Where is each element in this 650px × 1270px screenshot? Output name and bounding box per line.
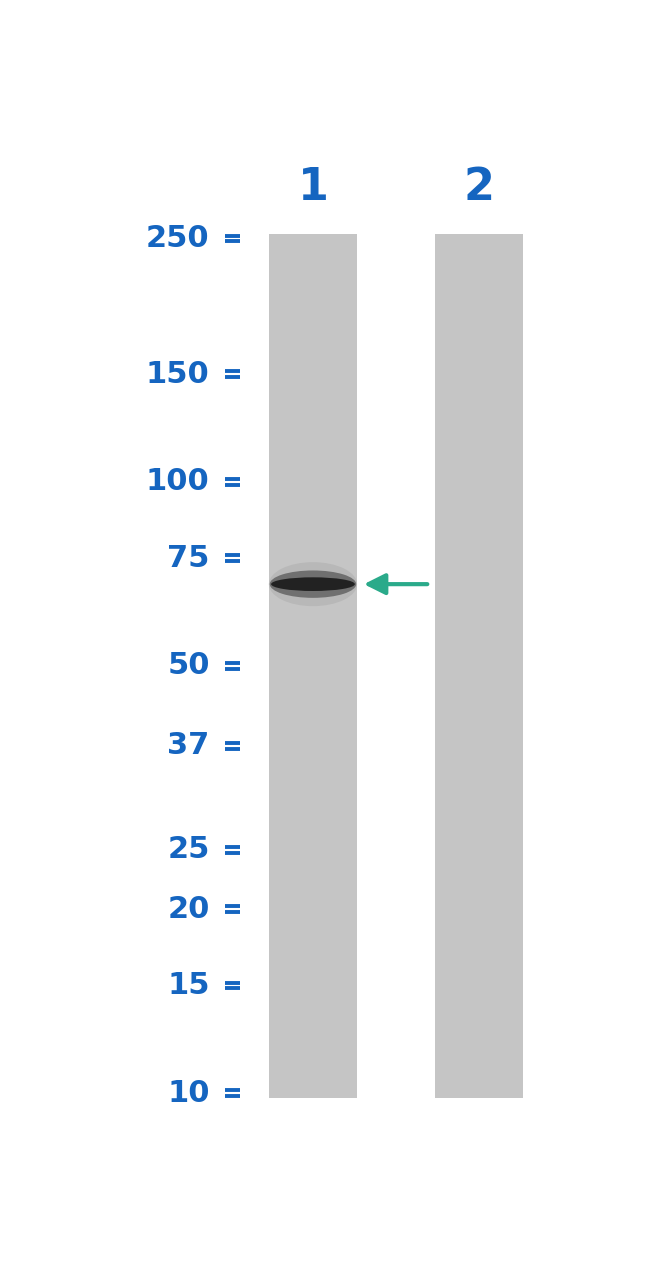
Text: 2: 2 bbox=[463, 166, 495, 210]
Text: 10: 10 bbox=[167, 1078, 210, 1107]
Text: 50: 50 bbox=[167, 652, 210, 681]
Text: 25: 25 bbox=[167, 836, 210, 865]
Text: 250: 250 bbox=[146, 224, 210, 253]
Ellipse shape bbox=[270, 570, 356, 598]
Text: 75: 75 bbox=[167, 544, 210, 573]
Ellipse shape bbox=[271, 578, 355, 591]
Ellipse shape bbox=[269, 563, 357, 606]
Text: 20: 20 bbox=[167, 894, 210, 923]
Text: 100: 100 bbox=[146, 467, 210, 497]
Text: 15: 15 bbox=[167, 972, 210, 999]
Text: 150: 150 bbox=[146, 359, 210, 389]
Bar bbox=[435, 234, 523, 1099]
Bar bbox=[269, 234, 357, 1099]
Text: 1: 1 bbox=[298, 166, 328, 210]
Text: 37: 37 bbox=[168, 732, 210, 761]
